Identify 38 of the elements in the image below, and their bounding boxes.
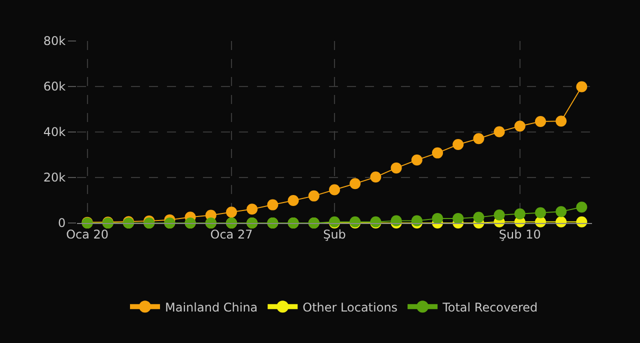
y-tick-label: 40k bbox=[43, 125, 66, 140]
point bbox=[556, 206, 567, 218]
point bbox=[390, 162, 402, 174]
point bbox=[246, 204, 258, 215]
legend-label: Mainland China bbox=[165, 300, 258, 314]
point bbox=[576, 81, 588, 92]
legend-label: Other Locations bbox=[302, 300, 398, 314]
y-tick-label: 60k bbox=[43, 80, 66, 94]
point bbox=[288, 194, 299, 206]
point bbox=[432, 212, 443, 224]
point bbox=[432, 147, 443, 158]
point bbox=[308, 190, 320, 202]
point bbox=[576, 202, 588, 213]
point bbox=[350, 178, 361, 190]
point bbox=[514, 208, 526, 220]
x-tick-label: Şub bbox=[323, 227, 346, 242]
point bbox=[452, 139, 464, 150]
y-tick-label: 0 bbox=[58, 216, 66, 230]
point bbox=[452, 212, 464, 224]
point bbox=[535, 207, 546, 218]
point bbox=[329, 184, 340, 196]
point bbox=[226, 206, 237, 218]
x-tick-label: Şub 10 bbox=[498, 227, 541, 242]
point bbox=[514, 120, 526, 132]
point bbox=[494, 210, 505, 221]
point bbox=[473, 212, 484, 223]
x-tick-label: Oca 20 bbox=[66, 227, 109, 242]
y-tick-label: 20k bbox=[43, 170, 66, 185]
point bbox=[494, 126, 505, 138]
point bbox=[556, 116, 567, 127]
legend-label: Total Recovered bbox=[442, 300, 538, 314]
point bbox=[535, 116, 546, 128]
point bbox=[473, 133, 484, 144]
y-tick-label: 80k bbox=[43, 34, 66, 48]
point bbox=[370, 172, 382, 183]
point bbox=[267, 199, 278, 210]
point bbox=[411, 154, 422, 166]
x-tick-label: Oca 27 bbox=[210, 227, 253, 242]
